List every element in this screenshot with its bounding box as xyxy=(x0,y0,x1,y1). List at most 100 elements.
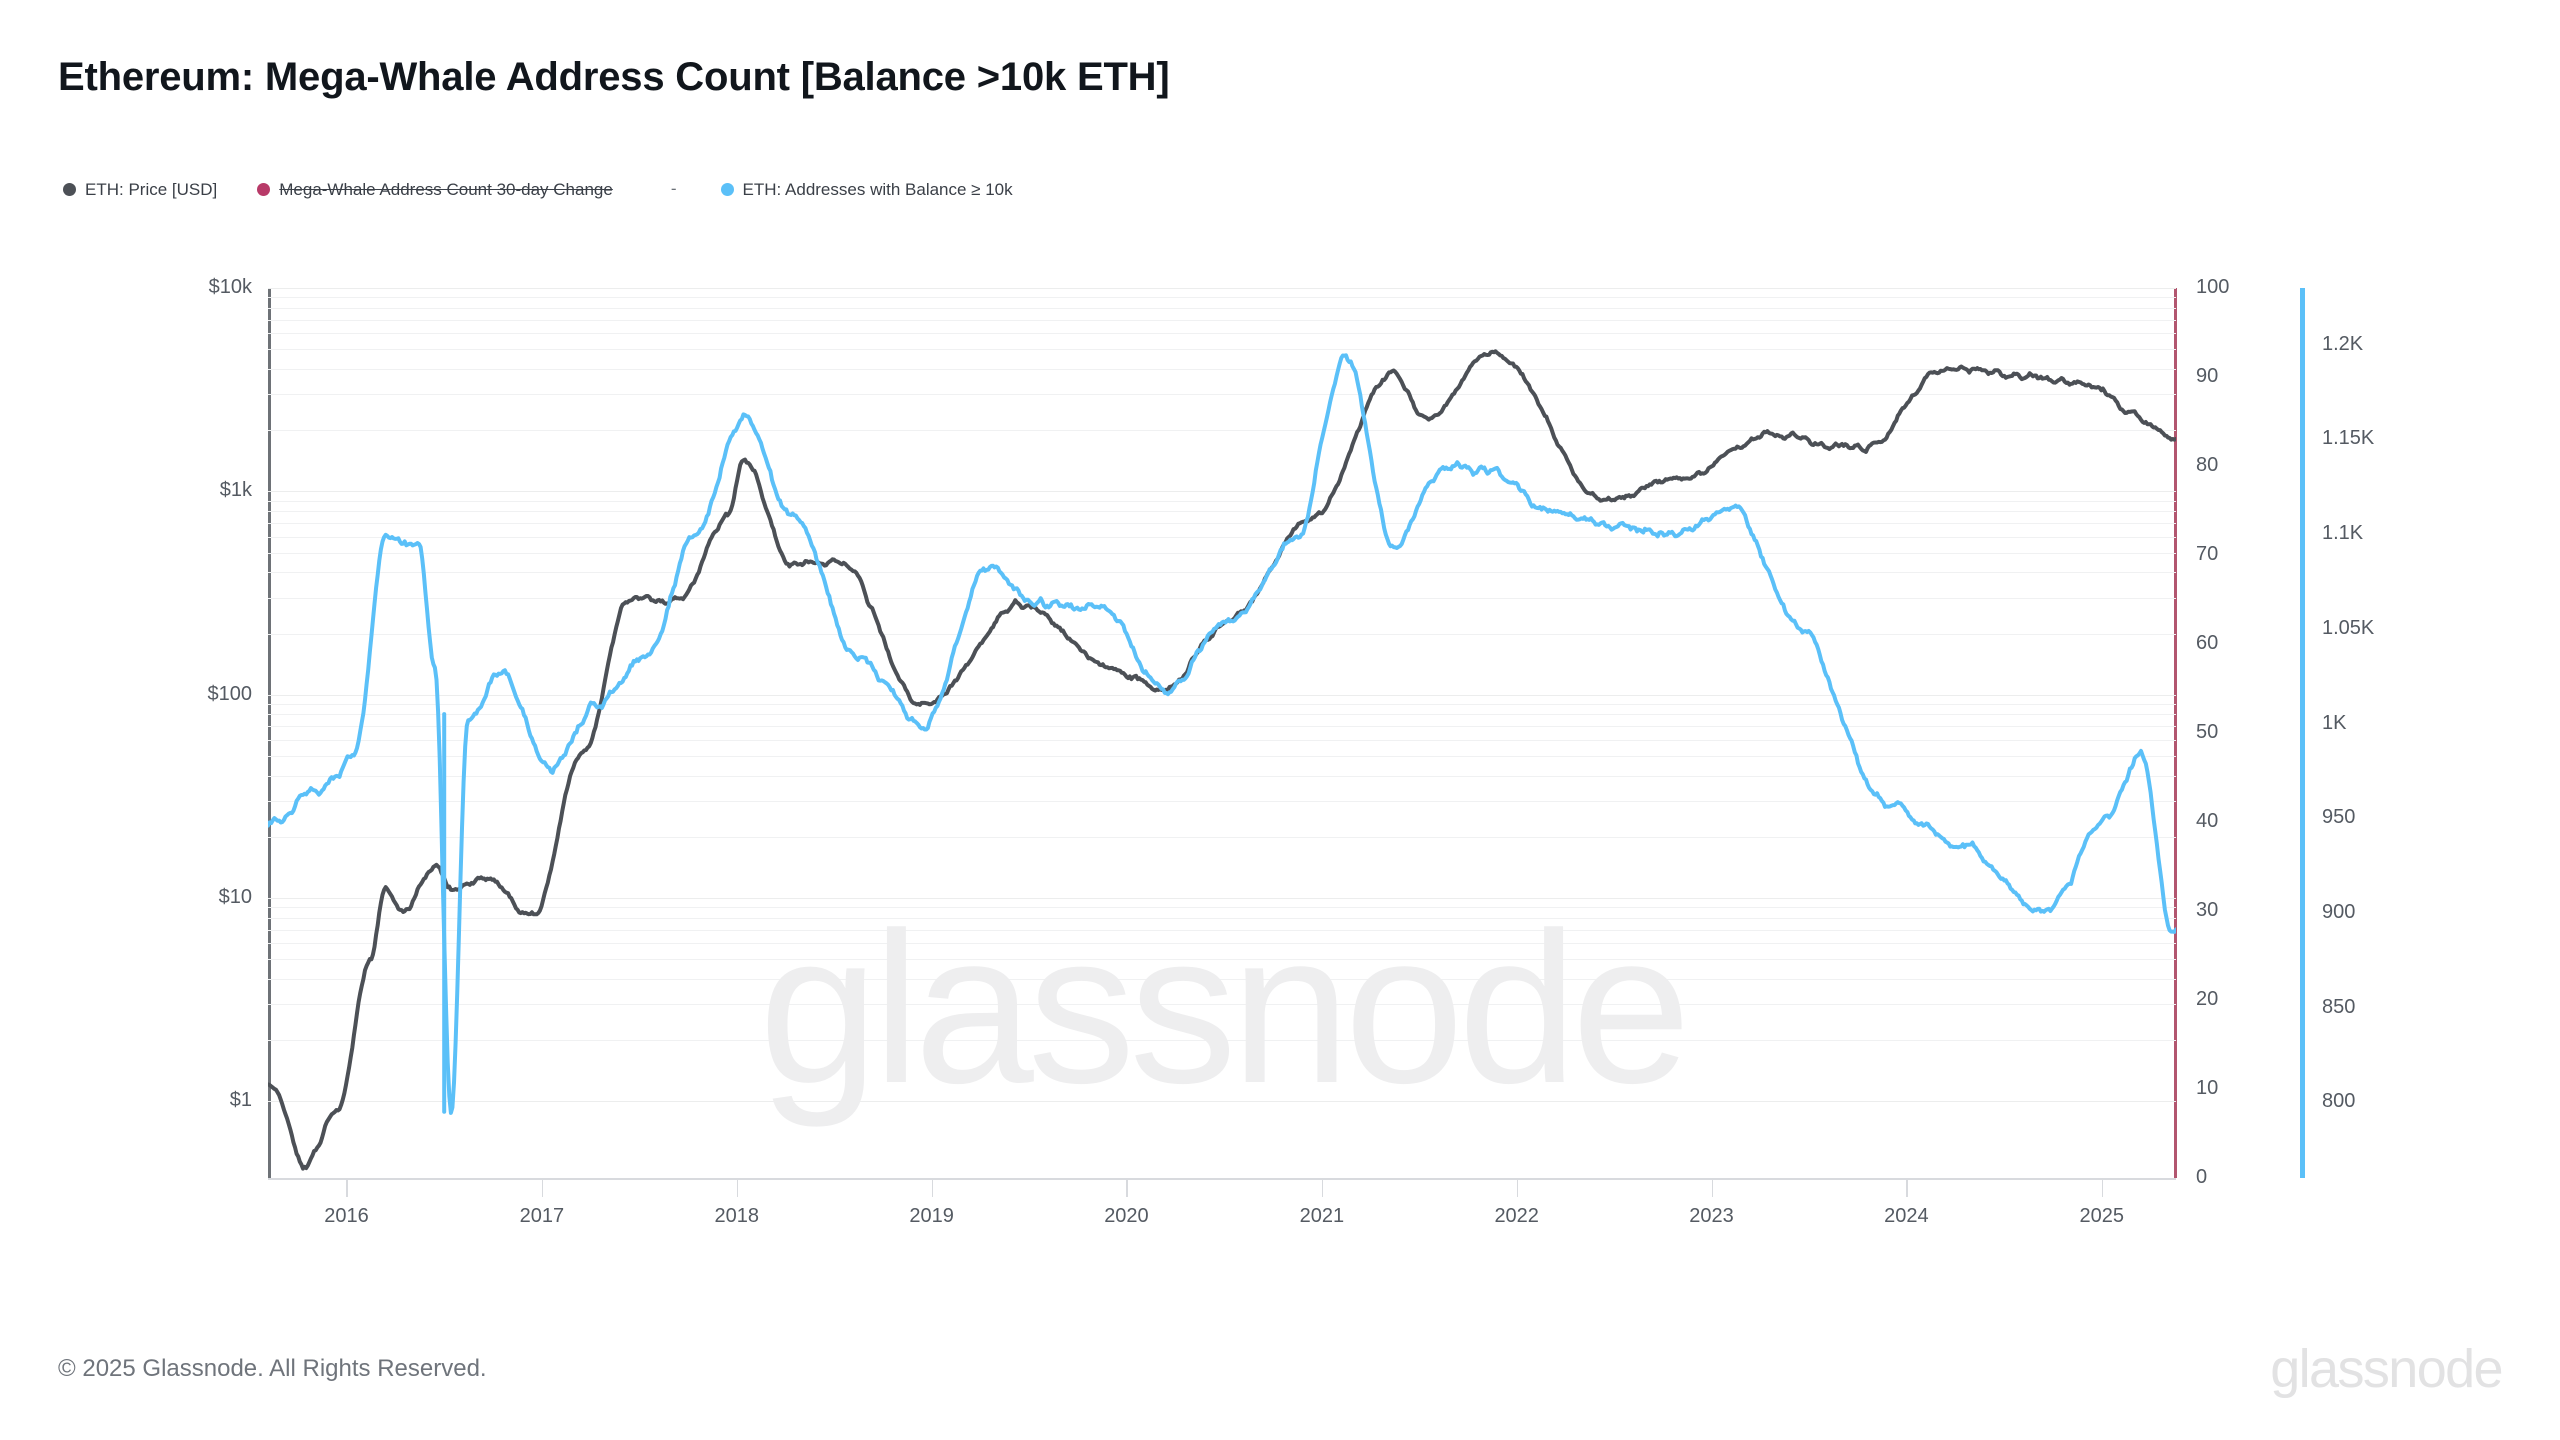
legend-dot-icon xyxy=(63,182,76,196)
y-axis-right-1-tick-label: 70 xyxy=(2196,543,2219,565)
y-axis-right-2-tick-label: 800 xyxy=(2322,1090,2356,1113)
y-axis-right-2-line xyxy=(2300,288,2305,1178)
gridline xyxy=(268,552,2176,554)
gridline xyxy=(268,522,2176,524)
y-axis-right-1-tick-label: 10 xyxy=(2196,1077,2219,1099)
gridline xyxy=(268,801,2176,802)
y-axis-left-tick-label: $10 xyxy=(218,886,252,909)
x-axis-tick-label: 2023 xyxy=(1689,1205,1734,1227)
gridline xyxy=(268,704,2176,705)
gridline xyxy=(268,288,2176,289)
y-axis-right-1-tick-label: 30 xyxy=(2196,899,2219,921)
y-axis-right-2-tick-label: 1.15K xyxy=(2322,427,2375,450)
legend-separator: - xyxy=(670,179,677,198)
legend-item-label: ETH: Price [USD] xyxy=(85,179,218,199)
y-axis-right-1-tick-label: 20 xyxy=(2196,988,2219,1010)
legend-item-mega-whale-30d-change[interactable]: Mega-Whale Address Count 30-day Change xyxy=(257,181,613,198)
gridline xyxy=(268,500,2176,502)
gridline xyxy=(268,907,2176,909)
chart-legend: ETH: Price [USD] Mega-Whale Address Coun… xyxy=(63,178,1053,200)
series-line-eth-price xyxy=(268,349,2176,1171)
gridline xyxy=(268,739,2176,741)
gridline xyxy=(268,297,2176,299)
gridline xyxy=(268,714,2176,716)
gridline xyxy=(268,319,2176,321)
plot-frame: glassnode xyxy=(268,288,2176,1178)
legend-dot-icon xyxy=(720,182,734,196)
y-axis-right-1-tick-label: 80 xyxy=(2196,454,2219,476)
y-axis-right-2-tick-label: 1.1K xyxy=(2322,522,2364,545)
gridline xyxy=(268,307,2176,309)
gridline xyxy=(268,333,2176,335)
gridline xyxy=(268,775,2176,777)
y-axis-left-tick-label: $1k xyxy=(219,479,252,502)
legend-item-eth-price[interactable]: ETH: Price [USD] xyxy=(63,181,217,198)
x-axis-tick-mark xyxy=(1321,1178,1324,1197)
legend-item-label: ETH: Addresses with Balance ≥ 10k xyxy=(742,179,1013,199)
legend-item-label: Mega-Whale Address Count 30-day Change xyxy=(279,179,613,199)
x-axis-tick-label: 2022 xyxy=(1494,1205,1539,1227)
gridline xyxy=(268,755,2176,757)
copyright-text: © 2025 Glassnode. All Rights Reserved. xyxy=(58,1355,487,1382)
x-axis-tick-mark xyxy=(346,1178,348,1197)
gridline xyxy=(268,917,2176,919)
gridline xyxy=(268,979,2176,980)
gridline xyxy=(268,726,2176,728)
y-axis-right-1-line xyxy=(2174,288,2177,1178)
gridline xyxy=(268,898,2176,899)
y-axis-right-1-tick-label: 50 xyxy=(2196,721,2219,743)
y-axis-right-1-tick-label: 0 xyxy=(2196,1166,2208,1188)
gridline xyxy=(268,959,2176,961)
y-axis-left-tick-label: $1 xyxy=(229,1089,252,1112)
y-axis-right-2-tick-label: 900 xyxy=(2322,900,2356,923)
gridline xyxy=(268,1101,2176,1103)
gridline xyxy=(268,633,2176,635)
gridline xyxy=(268,597,2176,599)
y-axis-right-2-tick-label: 1.2K xyxy=(2322,332,2364,355)
legend-dot-icon xyxy=(257,182,271,196)
brand-logo: glassnode xyxy=(2270,1339,2503,1399)
y-axis-left-tick-label: $100 xyxy=(207,682,253,705)
y-axis-left-tick-label: $10k xyxy=(208,276,252,298)
legend-item-addresses-balance-10k[interactable]: ETH: Addresses with Balance ≥ 10k xyxy=(720,179,1013,199)
gridline xyxy=(268,1004,2176,1006)
x-axis-tick-label: 2018 xyxy=(714,1205,759,1227)
plot-area: glassnode xyxy=(268,288,2176,1178)
x-axis-tick-mark xyxy=(1711,1178,1714,1197)
gridline xyxy=(268,694,2176,696)
y-axis-right-2-tick-label: 1.05K xyxy=(2322,616,2375,639)
x-axis-tick-mark xyxy=(2101,1178,2104,1197)
page-title: Ethereum: Mega-Whale Address Count [Bala… xyxy=(58,55,1170,99)
x-axis-tick-mark xyxy=(931,1178,934,1197)
x-axis-tick-mark xyxy=(541,1178,544,1197)
gridline xyxy=(268,536,2176,538)
x-axis-tick-label: 2024 xyxy=(1884,1205,1929,1227)
y-axis-right-2-tick-label: 1K xyxy=(2322,711,2347,734)
series-layer xyxy=(268,349,2176,1171)
gridline xyxy=(268,572,2176,574)
x-axis-tick-mark xyxy=(736,1178,739,1197)
x-axis-tick-label: 2019 xyxy=(909,1205,954,1227)
x-axis-tick-label: 2020 xyxy=(1104,1205,1149,1227)
gridline xyxy=(268,491,2176,493)
y-axis-left-line xyxy=(268,288,271,1178)
gridline xyxy=(268,836,2176,838)
x-axis-tick-mark xyxy=(1516,1178,1519,1197)
gridline xyxy=(268,929,2176,931)
x-axis-tick-label: 2025 xyxy=(2079,1205,2125,1227)
y-axis-right-2-tick-label: 850 xyxy=(2322,995,2356,1018)
x-axis-line xyxy=(268,1178,2176,1180)
y-axis-right-2-tick-label: 950 xyxy=(2322,806,2356,829)
y-axis-right-1-tick-label: 60 xyxy=(2196,632,2219,654)
x-axis-tick-label: 2016 xyxy=(324,1205,369,1227)
y-axis-right-1-tick-label: 100 xyxy=(2196,276,2230,298)
y-axis-right-1-tick-label: 40 xyxy=(2196,810,2219,832)
series-line-address-count xyxy=(268,353,2176,1115)
x-axis-tick-mark xyxy=(1126,1178,1128,1197)
x-axis-tick-label: 2017 xyxy=(519,1205,565,1227)
gridline xyxy=(268,349,2176,351)
gridline xyxy=(268,943,2176,945)
gridline xyxy=(268,511,2176,513)
x-axis-tick-label: 2021 xyxy=(1299,1205,1345,1227)
